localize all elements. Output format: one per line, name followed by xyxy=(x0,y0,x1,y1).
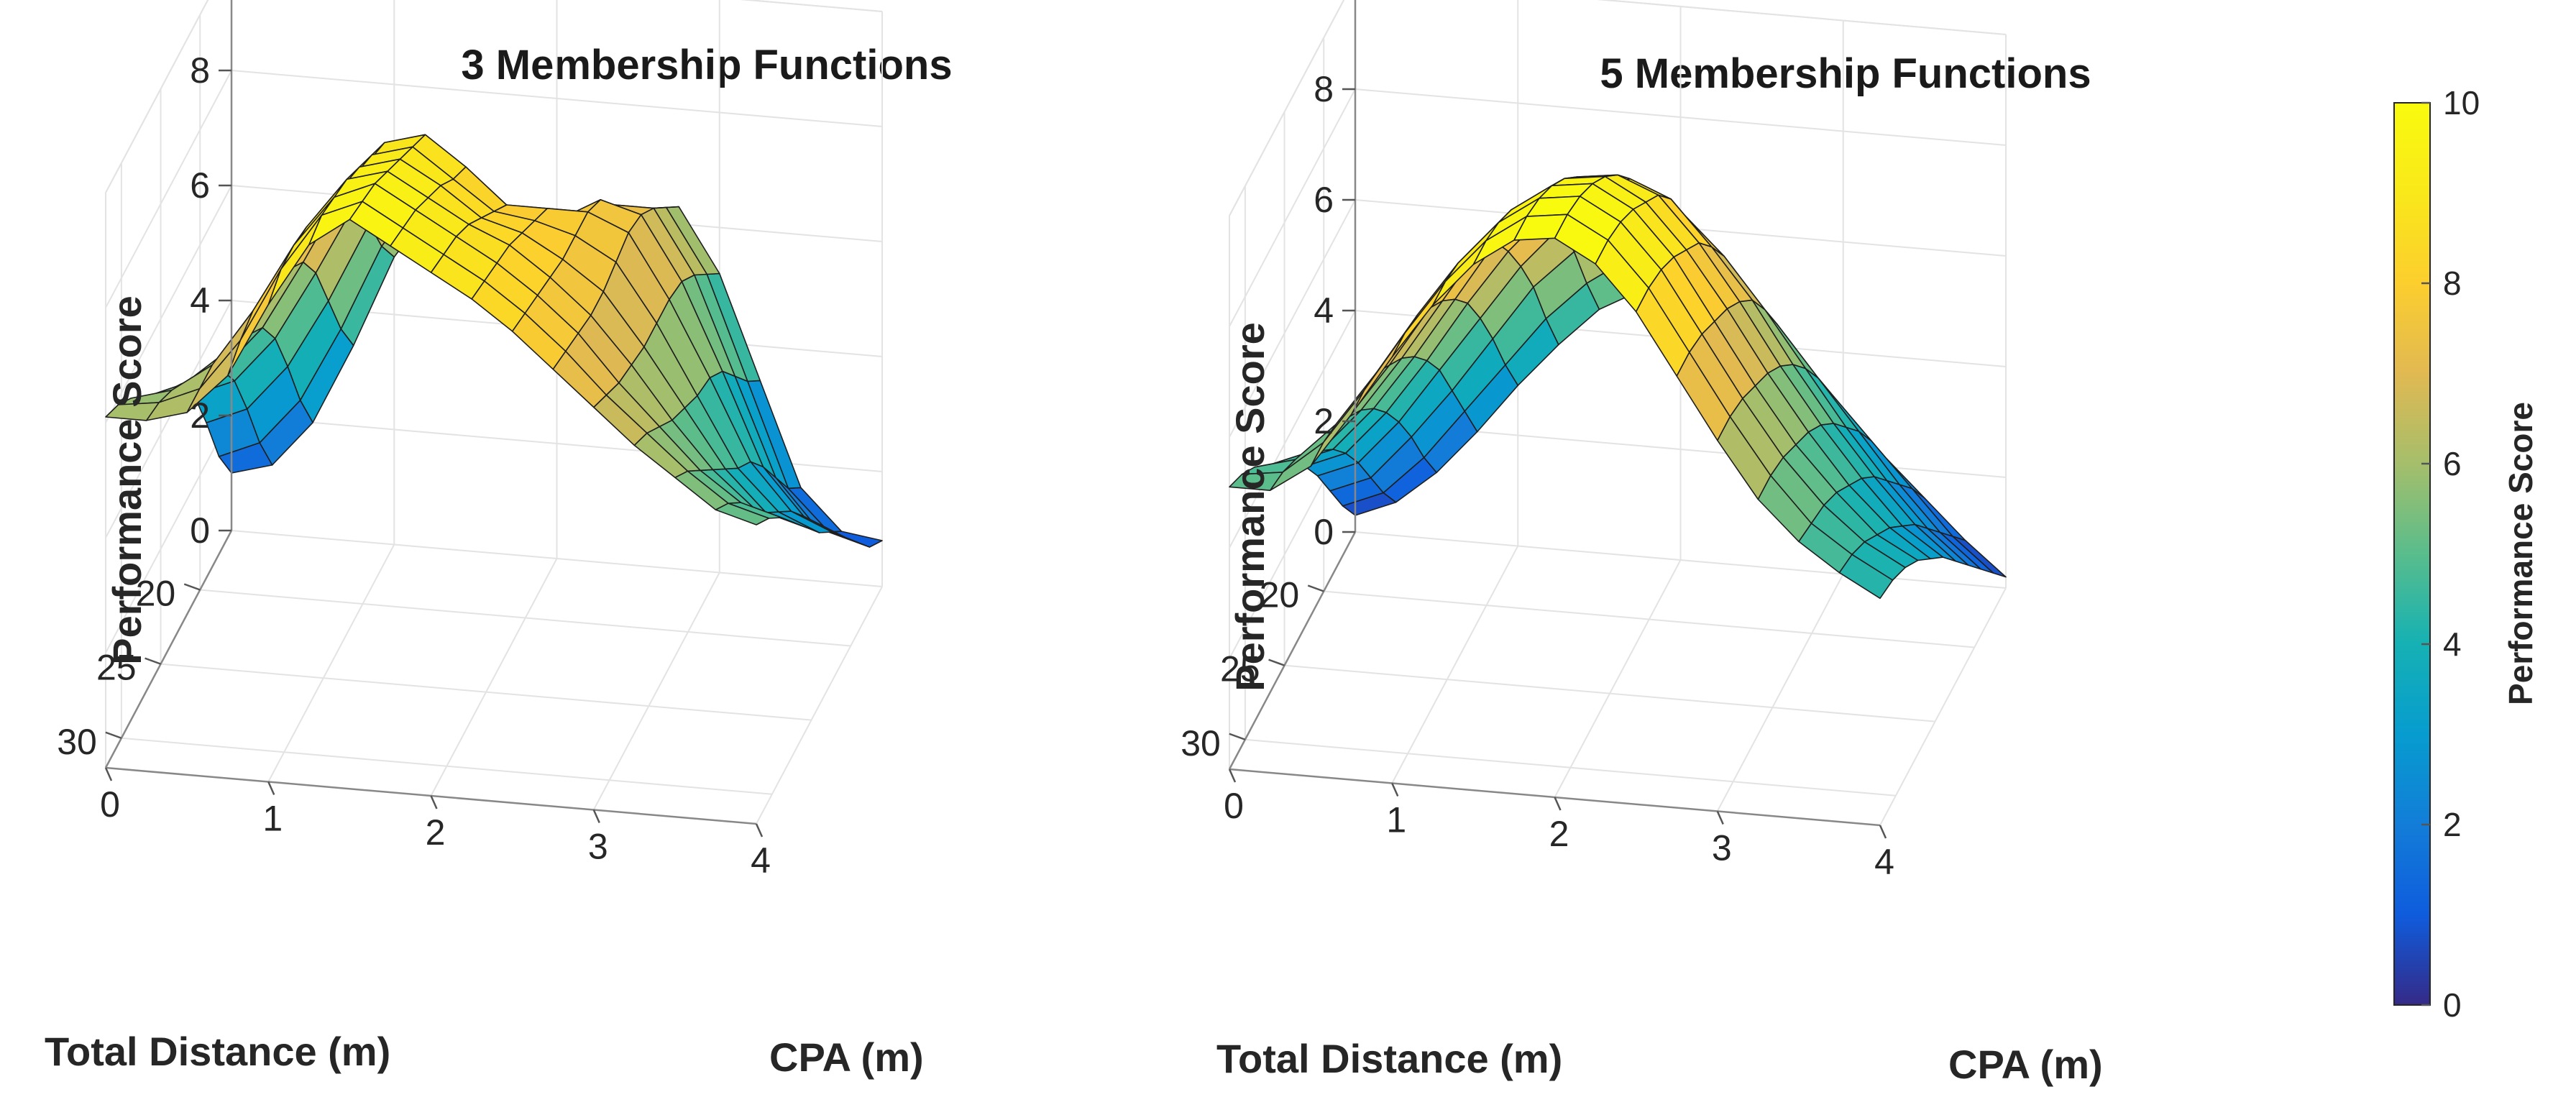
colorbar-tick-label: 0 xyxy=(2443,986,2462,1024)
gridline xyxy=(267,544,395,782)
gridline xyxy=(105,185,232,423)
x-tick-mark xyxy=(592,809,600,824)
x-tick-mark xyxy=(755,823,764,838)
colorbar-gradient xyxy=(2393,102,2431,1006)
colorbar-tick-label: 2 xyxy=(2443,806,2462,843)
x-tick-mark xyxy=(267,781,275,796)
colorbar-tick-label: 10 xyxy=(2443,84,2480,121)
z-tick-label: 2 xyxy=(190,395,210,436)
x-axis-label-3-mf: CPA (m) xyxy=(769,1034,924,1080)
gridline xyxy=(1229,310,1356,549)
z-tick-label: 8 xyxy=(190,50,210,91)
z-tick-label: 2 xyxy=(1314,401,1334,441)
gridline xyxy=(1597,0,2007,35)
y-tick-mark xyxy=(1229,733,1246,740)
z-tick-label: 4 xyxy=(190,280,210,321)
gridline xyxy=(1229,0,1345,216)
gridline xyxy=(430,558,558,797)
z-tick-label: 4 xyxy=(1314,290,1334,331)
z-axis-label-3-mf: Performance Score xyxy=(104,295,150,665)
gridline xyxy=(105,0,209,193)
plot-title-5-mf: 5 Membership Functions xyxy=(1600,50,2091,97)
plot-title-3-mf: 3 Membership Functions xyxy=(461,42,952,88)
y-tick-label: 25 xyxy=(96,648,137,688)
gridline xyxy=(105,415,232,653)
x-tick-label: 1 xyxy=(1386,800,1406,840)
x-tick-label: 4 xyxy=(1874,842,1894,882)
y-tick-mark xyxy=(145,657,161,665)
gridline xyxy=(592,572,720,810)
z-tick-label: 6 xyxy=(1314,180,1334,220)
colorbar-tick-label: 4 xyxy=(2443,625,2462,663)
gridline xyxy=(1245,738,1896,797)
gridline xyxy=(121,737,772,795)
y-tick-label: 30 xyxy=(1181,723,1221,763)
gridline xyxy=(1716,574,1844,812)
x-tick-mark xyxy=(1554,797,1562,811)
gridline xyxy=(1229,0,1345,216)
y-tick-label: 30 xyxy=(57,722,97,762)
x-tick-label: 3 xyxy=(588,827,608,867)
colorbar: 0 2 4 6 8 10 Performance Score xyxy=(2393,84,2539,1024)
surface-plot-3-mf: 3 Membership Functions 02468102025300123… xyxy=(45,0,953,1080)
surface-plot-5-mf: 5 Membership Functions 02468102025300123… xyxy=(1181,0,2103,1087)
y-tick-label: 25 xyxy=(1220,649,1260,689)
x-tick-mark xyxy=(1716,810,1724,825)
y-tick-label: 20 xyxy=(136,574,176,614)
z-tick-label: 6 xyxy=(190,165,210,206)
y-tick-label: 20 xyxy=(1260,575,1300,615)
x-tick-mark xyxy=(1879,825,1887,839)
gridline xyxy=(105,300,232,538)
x-tick-mark xyxy=(104,767,113,781)
y-tick-mark xyxy=(1307,584,1324,592)
z-axis-label-5-mf: Performance Score xyxy=(1227,322,1273,692)
gridline xyxy=(1391,546,1519,784)
x-axis-label-5-mf: CPA (m) xyxy=(1948,1042,2103,1087)
gridline xyxy=(740,0,883,12)
x-tick-label: 2 xyxy=(426,812,446,853)
z-tick-label: 0 xyxy=(1314,512,1334,552)
gridline xyxy=(1324,590,1975,648)
z-tick-label: 8 xyxy=(1314,69,1334,109)
x-tick-label: 0 xyxy=(100,784,120,825)
x-tick-mark xyxy=(430,795,438,809)
x-tick-label: 1 xyxy=(262,799,283,839)
axis-line xyxy=(1228,531,1357,770)
z-tick-label: 0 xyxy=(190,510,210,551)
gridline xyxy=(1554,559,1682,798)
gridline xyxy=(1229,199,1356,438)
gridline xyxy=(756,586,883,825)
surface-face xyxy=(105,402,160,421)
x-tick-label: 0 xyxy=(1224,786,1244,826)
x-tick-label: 3 xyxy=(1712,828,1732,868)
gridline xyxy=(1284,664,1935,722)
gridline xyxy=(1879,587,2007,826)
x-tick-mark xyxy=(1228,768,1237,783)
colorbar-tick-label: 8 xyxy=(2443,265,2462,302)
gridline xyxy=(105,0,209,193)
gridline xyxy=(160,663,812,721)
colorbar-label: Performance Score xyxy=(2502,402,2539,705)
y-axis-label-5-mf: Total Distance (m) xyxy=(1216,1036,1562,1081)
y-tick-mark xyxy=(105,731,122,739)
axis-line xyxy=(104,530,233,768)
gridline xyxy=(200,589,851,647)
y-tick-mark xyxy=(1268,659,1285,666)
gridline xyxy=(105,70,232,308)
x-tick-mark xyxy=(1391,782,1399,797)
y-tick-mark xyxy=(183,583,201,591)
surface-face xyxy=(1229,472,1283,492)
x-tick-label: 2 xyxy=(1549,814,1569,854)
x-tick-label: 4 xyxy=(751,840,771,881)
gridline xyxy=(1229,88,1356,327)
colorbar-tick-label: 6 xyxy=(2443,445,2462,482)
y-axis-label-3-mf: Total Distance (m) xyxy=(45,1029,390,1074)
